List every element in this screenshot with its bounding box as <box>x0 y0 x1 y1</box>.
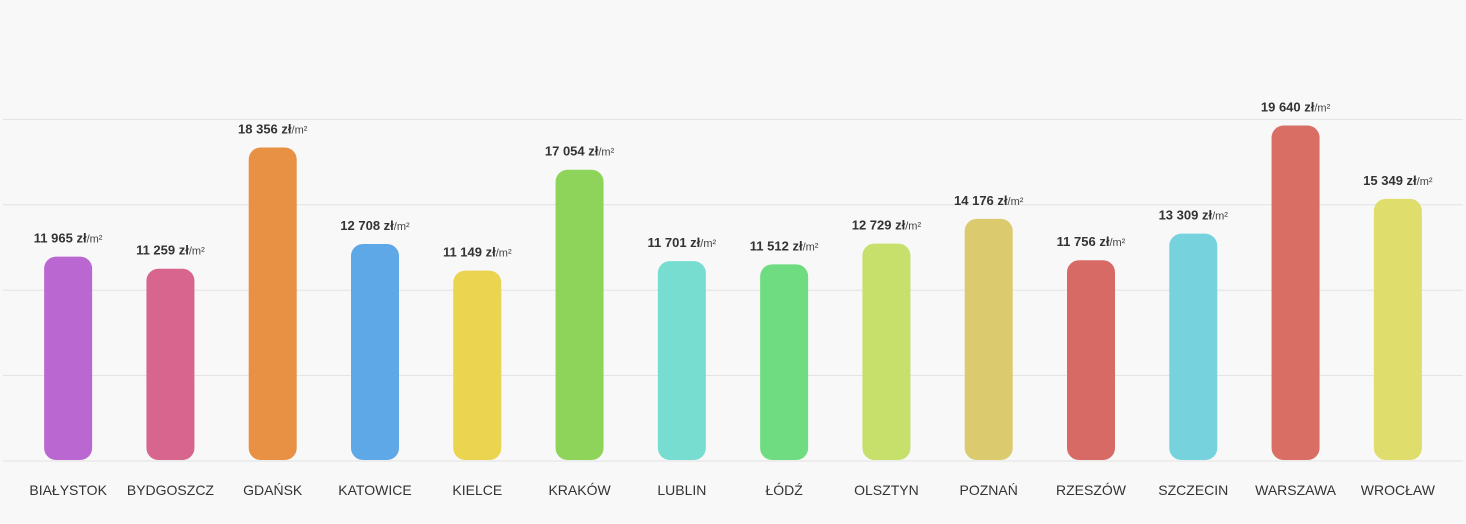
bar-olsztyn[interactable] <box>862 243 911 460</box>
category-label: BIAŁYSTOK <box>29 482 107 498</box>
value-label: 11 965 zł/m² <box>34 231 103 246</box>
bar-łódź[interactable] <box>760 264 809 460</box>
value-label: 12 708 zł/m² <box>340 218 410 233</box>
category-label: POZNAŃ <box>960 482 1018 498</box>
value-label: 11 756 zł/m² <box>1057 234 1126 249</box>
bar-kraków[interactable] <box>555 169 604 460</box>
category-label: WROCŁAW <box>1361 482 1436 498</box>
category-label: BYDGOSZCZ <box>127 482 215 498</box>
bar-warszawa[interactable] <box>1271 125 1320 460</box>
bar-gdańsk[interactable] <box>248 147 297 460</box>
bar-katowice[interactable] <box>351 243 399 460</box>
value-label: 19 640 zł/m² <box>1261 100 1331 115</box>
bar-wrocław[interactable] <box>1373 198 1422 460</box>
value-label: 14 176 zł/m² <box>954 193 1024 208</box>
category-label: ŁÓDŹ <box>765 482 803 498</box>
value-labels: 11 965 zł/m² 11 259 zł/m² 18 356 zł/m² 12 7… <box>34 100 1433 260</box>
category-label: WARSZAWA <box>1255 482 1337 498</box>
bar-lublin[interactable] <box>657 261 706 460</box>
category-label: GDAŃSK <box>243 482 303 498</box>
bar-szczecin[interactable] <box>1169 233 1218 460</box>
bars <box>44 125 1422 460</box>
value-label: 17 054 zł/m² <box>545 144 615 159</box>
value-label: 13 309 zł/m² <box>1159 208 1229 223</box>
bar-rzeszów[interactable] <box>1067 260 1115 460</box>
bar-poznań[interactable] <box>964 218 1013 460</box>
x-axis-labels: BIAŁYSTOK BYDGOSZCZ GDAŃSK KATOWICE KIELCE KR… <box>29 482 1435 498</box>
category-label: KIELCE <box>452 482 502 498</box>
category-label: RZESZÓW <box>1056 482 1127 498</box>
category-label: LUBLIN <box>657 482 706 498</box>
value-label: 18 356 zł/m² <box>238 121 308 136</box>
category-label: KRAKÓW <box>548 482 611 498</box>
bar-bydgoszcz[interactable] <box>146 268 195 460</box>
category-label: SZCZECIN <box>1158 482 1228 498</box>
gridlines <box>3 118 1463 462</box>
value-label: 15 349 zł/m² <box>1363 173 1433 188</box>
value-label: 11 149 zł/m² <box>443 245 512 260</box>
category-label: OLSZTYN <box>854 482 919 498</box>
value-label: 12 729 zł/m² <box>852 218 922 233</box>
bar-białystok[interactable] <box>44 256 93 460</box>
value-label: 11 701 zł/m² <box>648 235 717 250</box>
bar-kielce[interactable] <box>453 270 502 460</box>
category-label: KATOWICE <box>338 482 411 498</box>
value-label: 11 259 zł/m² <box>136 243 205 258</box>
value-label: 11 512 zł/m² <box>750 238 819 253</box>
